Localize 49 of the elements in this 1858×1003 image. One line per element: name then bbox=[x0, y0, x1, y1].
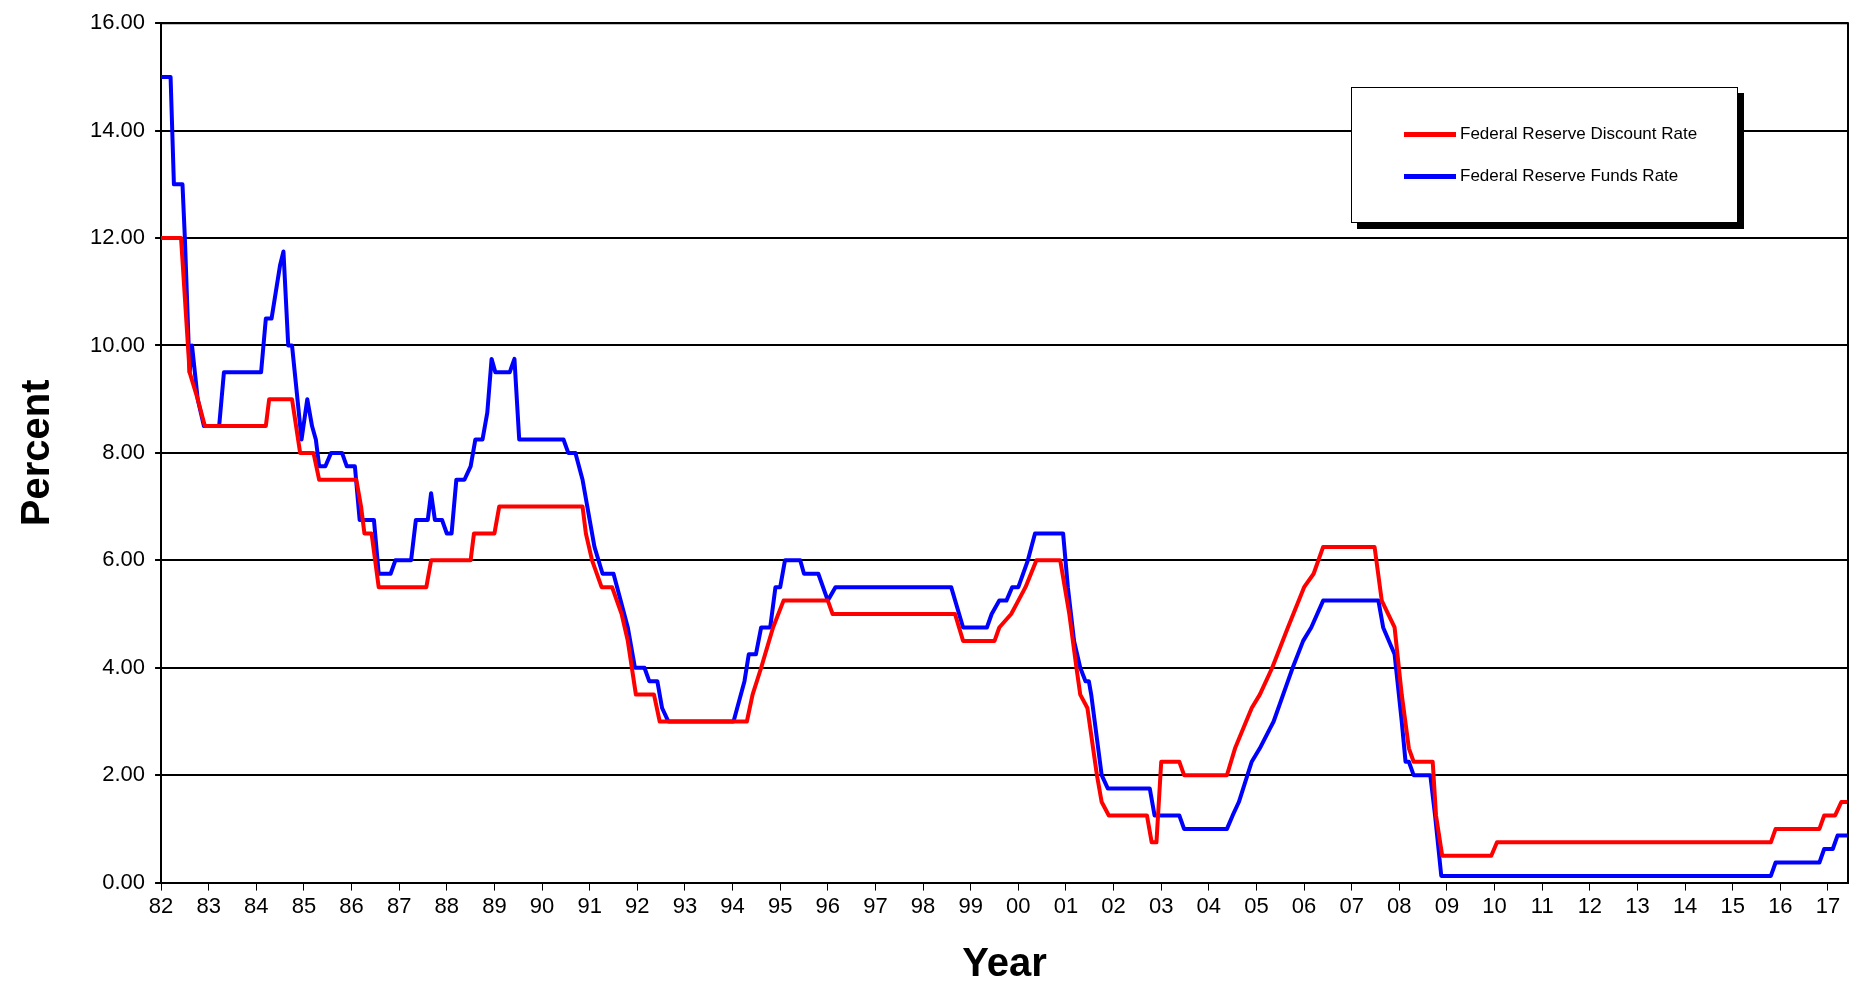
x-tick-label: 17 bbox=[1815, 892, 1841, 918]
x-tick-label: 89 bbox=[482, 892, 507, 918]
x-tick-label: 00 bbox=[1006, 892, 1031, 918]
x-tick-label: 08 bbox=[1387, 892, 1412, 918]
x-tick-label: 83 bbox=[196, 892, 221, 918]
x-tick-label: 14 bbox=[1672, 892, 1698, 918]
x-tick-label: 04 bbox=[1196, 892, 1222, 918]
y-tick-label: 12.00 bbox=[89, 224, 146, 250]
x-tick-label: 84 bbox=[244, 892, 269, 918]
y-tick-label: 0.00 bbox=[102, 868, 146, 894]
x-tick-label: 06 bbox=[1291, 892, 1317, 918]
y-axis-title: Percent bbox=[13, 379, 58, 527]
y-tick-label: 2.00 bbox=[102, 761, 146, 787]
x-tick-label: 11 bbox=[1530, 892, 1554, 918]
x-tick-label: 85 bbox=[291, 892, 317, 918]
x-tick-label: 01 bbox=[1053, 892, 1079, 918]
x-tick-label: 96 bbox=[815, 892, 841, 918]
x-tick-label: 09 bbox=[1434, 892, 1460, 918]
y-tick-label: 10.00 bbox=[89, 331, 146, 357]
x-axis-title: Year bbox=[962, 940, 1047, 985]
y-tick-label: 8.00 bbox=[102, 438, 146, 464]
x-tick-label: 12 bbox=[1577, 892, 1603, 918]
y-tick-label: 4.00 bbox=[102, 653, 146, 679]
x-tick-label: 97 bbox=[863, 892, 888, 918]
x-tick-label: 15 bbox=[1720, 892, 1745, 918]
x-tick-label: 07 bbox=[1339, 892, 1364, 918]
x-tick-label: 98 bbox=[910, 892, 936, 918]
y-tick-label: 6.00 bbox=[102, 546, 146, 572]
x-tick-label: 95 bbox=[767, 892, 793, 918]
x-tick-label: 91 bbox=[577, 892, 602, 918]
x-tick-label: 03 bbox=[1148, 892, 1174, 918]
x-tick-label: 92 bbox=[625, 892, 650, 918]
x-tick-label: 05 bbox=[1244, 892, 1269, 918]
x-tick-label: 16 bbox=[1768, 892, 1793, 918]
x-tick-label: 87 bbox=[386, 892, 412, 918]
x-tick-label: 90 bbox=[529, 892, 555, 918]
x-tick-label: 10 bbox=[1482, 892, 1507, 918]
x-tick-label: 99 bbox=[958, 892, 983, 918]
x-tick-label: 86 bbox=[339, 892, 364, 918]
legend-label: Federal Reserve Discount Rate bbox=[1460, 124, 1698, 145]
x-tick-label: 88 bbox=[434, 892, 460, 918]
legend-label: Federal Reserve Funds Rate bbox=[1460, 166, 1679, 187]
x-tick-label: 93 bbox=[672, 892, 698, 918]
x-tick-label: 02 bbox=[1101, 892, 1126, 918]
x-tick-label: 82 bbox=[148, 892, 174, 918]
y-tick-label: 14.00 bbox=[89, 116, 146, 142]
x-tick-label: 13 bbox=[1625, 892, 1650, 918]
x-tick-label: 94 bbox=[720, 892, 745, 918]
y-tick-label: 16.00 bbox=[89, 9, 146, 35]
